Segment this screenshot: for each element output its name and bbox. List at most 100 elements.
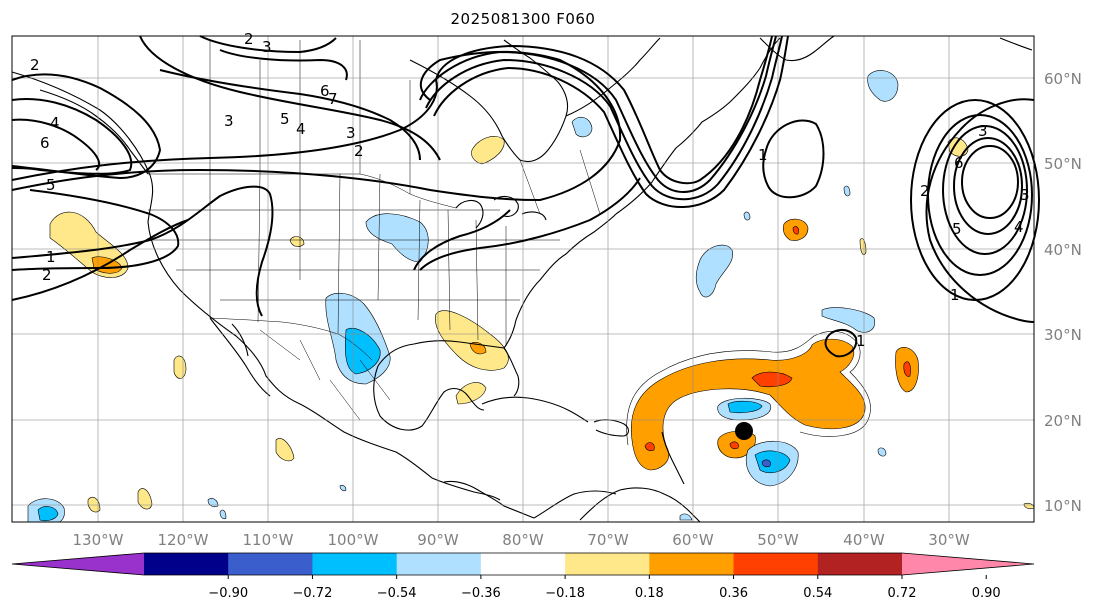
contour-label: 2 bbox=[920, 182, 930, 200]
contour-label: 7 bbox=[328, 90, 338, 108]
lon-label: 40°W bbox=[843, 531, 885, 549]
contour-label: 1 bbox=[46, 248, 56, 266]
colorbar-outline bbox=[11, 552, 1035, 576]
great-lakes bbox=[455, 195, 547, 229]
colorbar-tick-label: −0.72 bbox=[293, 586, 333, 601]
anomaly-fills bbox=[27, 70, 1035, 523]
negative-anomaly-atl-3 bbox=[571, 116, 593, 138]
contour-north-3 bbox=[199, 35, 348, 81]
contour-high-ring-3 bbox=[942, 125, 1028, 255]
colorbar-tick-label: 0.90 bbox=[972, 586, 1001, 601]
contour-low-atlantic bbox=[762, 119, 825, 199]
colorbar: −0.90 −0.72 −0.54 −0.36 −0.18 0.18 0.36 0.54 0.7… bbox=[11, 552, 1035, 601]
positive-anomaly-east-core bbox=[903, 361, 911, 377]
colorbar-tick-label: −0.36 bbox=[461, 586, 501, 601]
contour-label: 5 bbox=[952, 220, 962, 238]
positive-anomaly-gulf bbox=[435, 310, 509, 371]
negative-anomaly-atl-4 bbox=[867, 70, 899, 102]
contour-small-ring bbox=[824, 329, 858, 358]
canada-east bbox=[615, 37, 781, 215]
plot-title: 2025081300 F060 bbox=[450, 10, 596, 28]
florida bbox=[503, 319, 517, 349]
lon-label: 120°W bbox=[158, 531, 209, 549]
colorbar-segment bbox=[733, 553, 819, 575]
contour-label: 2 bbox=[30, 56, 40, 74]
lon-label: 60°W bbox=[672, 531, 714, 549]
graticule bbox=[12, 36, 1034, 522]
colorbar-tick-label: 0.54 bbox=[803, 586, 832, 601]
contour-label: 2 bbox=[42, 266, 52, 284]
greenland-south bbox=[759, 35, 835, 62]
north-america-west-coast bbox=[11, 71, 501, 501]
contour-label: 6 bbox=[954, 154, 964, 172]
ne-corner-coast bbox=[999, 37, 1033, 51]
hispaniola bbox=[593, 419, 630, 437]
gulf-coast-us bbox=[377, 340, 520, 397]
colorbar-segment bbox=[396, 553, 482, 575]
contour-label: 1 bbox=[758, 146, 768, 164]
lat-label: 60°N bbox=[1044, 70, 1082, 88]
contour-jet-5 bbox=[433, 35, 789, 208]
contour-label: 4 bbox=[296, 120, 306, 138]
contour-high-ring-4 bbox=[953, 137, 1023, 235]
negative-anomaly-atl-1 bbox=[695, 244, 734, 298]
positive-anomaly-small-1-core bbox=[792, 226, 799, 235]
negative-anomaly-atl-2 bbox=[821, 307, 876, 333]
contour-lines bbox=[11, 35, 1040, 358]
contour-jet-3 bbox=[419, 35, 777, 193]
colorbar-segment bbox=[228, 553, 313, 575]
contour-label: 3 bbox=[346, 124, 356, 142]
contour-label: 4 bbox=[50, 114, 60, 132]
mexico-states bbox=[259, 329, 391, 421]
south-america-north bbox=[579, 487, 701, 523]
contour-label: 5 bbox=[280, 110, 290, 128]
contour-label: 3 bbox=[978, 122, 988, 140]
gulf-of-mexico bbox=[373, 365, 485, 431]
negative-anomaly-small-8 bbox=[219, 509, 227, 520]
positive-anomaly-small-4 bbox=[275, 438, 295, 462]
central-america bbox=[443, 480, 617, 519]
positive-anomaly-small-2 bbox=[289, 236, 305, 247]
lat-label: 40°N bbox=[1044, 241, 1082, 259]
negative-anomaly-small-7 bbox=[207, 498, 219, 508]
lon-label: 90°W bbox=[417, 531, 459, 549]
contour-trough-2 bbox=[11, 219, 189, 301]
contour-east-us bbox=[419, 177, 641, 271]
colorbar-tick-label: −0.18 bbox=[545, 586, 585, 601]
contour-label: 6 bbox=[320, 82, 330, 100]
negative-anomaly-blob-se-core2 bbox=[761, 459, 771, 468]
colorbar-segment bbox=[480, 553, 566, 575]
east-coast-us bbox=[515, 213, 617, 321]
contour-north-1 bbox=[139, 35, 441, 161]
lon-label: 130°W bbox=[73, 531, 124, 549]
lon-label: 80°W bbox=[502, 531, 544, 549]
negative-anomaly-atl-7 bbox=[877, 447, 887, 457]
colorbar-tick-label: −0.54 bbox=[377, 586, 417, 601]
negative-anomaly-blob-se-core bbox=[754, 450, 791, 473]
baja-peninsula bbox=[209, 317, 271, 397]
contour-west-3 bbox=[11, 118, 101, 171]
positive-anomaly-small-3 bbox=[173, 355, 187, 379]
positive-anomaly-ne bbox=[947, 137, 969, 157]
lat-label: 50°N bbox=[1044, 155, 1082, 173]
lon-label: 50°W bbox=[757, 531, 799, 549]
contour-high-ring-5 bbox=[961, 145, 1019, 219]
contour-west-2 bbox=[11, 98, 133, 175]
contour-label: 2 bbox=[244, 30, 254, 48]
colorbar-extend-high bbox=[902, 553, 1034, 575]
colorbar-segment bbox=[649, 553, 735, 575]
contour-north-2 bbox=[159, 69, 421, 161]
negative-anomaly-blob-core bbox=[727, 400, 763, 414]
contour-label: 4 bbox=[1014, 218, 1024, 236]
contour-label: 3 bbox=[224, 112, 234, 130]
labrador bbox=[565, 37, 661, 117]
negative-anomaly-atl-6 bbox=[843, 185, 851, 197]
colorbar-tick-label: −0.90 bbox=[208, 586, 248, 601]
contour-jet-4 bbox=[425, 35, 783, 201]
contour-label: 2 bbox=[354, 142, 364, 160]
contour-jet-6 bbox=[11, 189, 180, 271]
contour-label: 1 bbox=[950, 286, 960, 304]
contour-label: 1 bbox=[856, 332, 866, 350]
positive-anomaly-small-5 bbox=[137, 488, 153, 510]
contour-jet-1 bbox=[11, 50, 622, 202]
